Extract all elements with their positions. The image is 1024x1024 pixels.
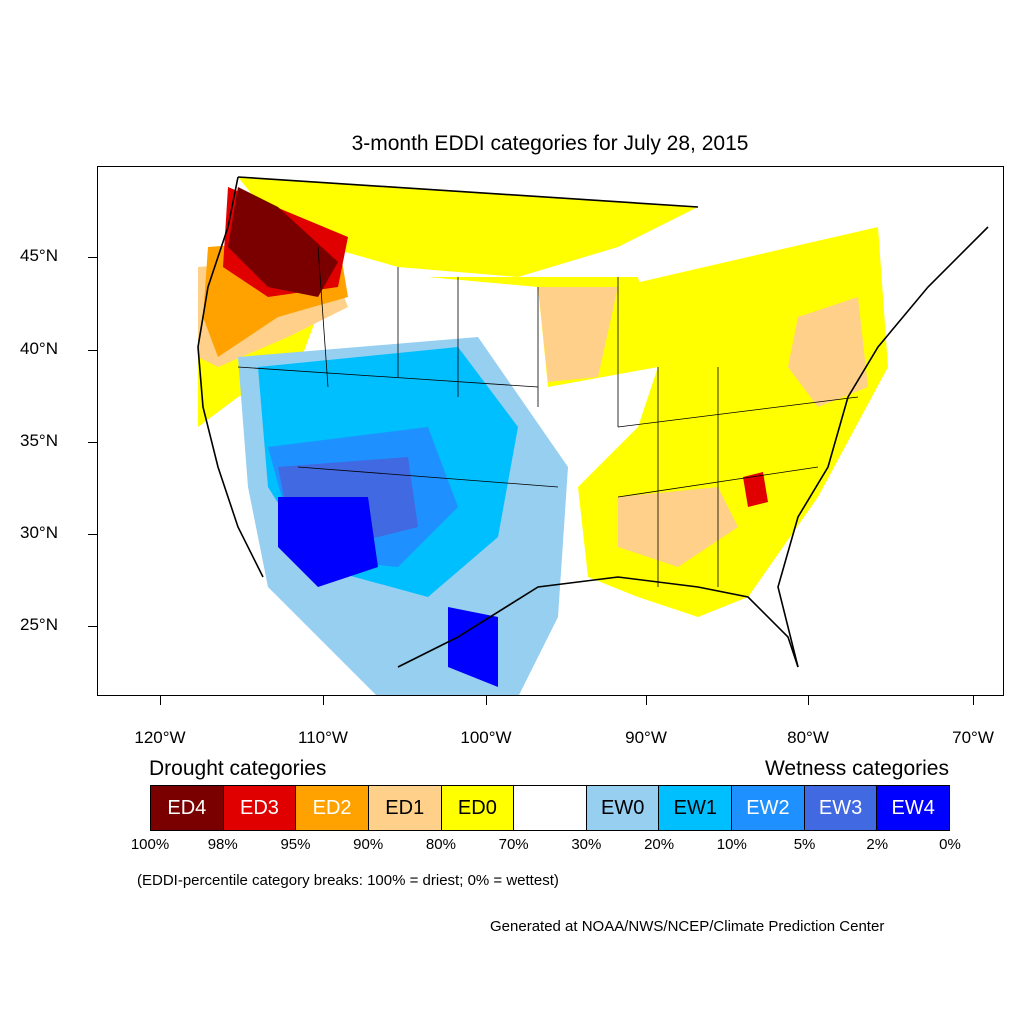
legend-cell-ew4: EW4 [877, 786, 950, 830]
ew4-region-sw [278, 497, 378, 587]
lon-label-70: 70°W [952, 728, 994, 747]
lat-tick [88, 534, 97, 535]
percentile-label: 90% [353, 836, 384, 853]
legend-cell-neutral [514, 786, 587, 830]
legend-cell-ed3: ED3 [223, 786, 297, 830]
lon-label-100: 100°W [460, 728, 512, 747]
lon-label-120: 120°W [134, 728, 186, 747]
ed1-region-iowa [538, 287, 618, 382]
lat-label-40: 40°N [20, 339, 58, 358]
percentile-label: 5% [793, 836, 816, 853]
ed1-region-ne [788, 297, 868, 407]
lat-tick [88, 350, 97, 351]
percentile-label: 10% [716, 836, 747, 853]
lat-tick [88, 442, 97, 443]
percentile-label: 0% [939, 836, 961, 853]
legend-cell-ed0: ED0 [441, 786, 515, 830]
credit-line: Generated at NOAA/NWS/NCEP/Climate Predi… [490, 918, 885, 935]
ew4-region-tx [448, 607, 498, 687]
legend-cell-ew1: EW1 [659, 786, 733, 830]
percentile-label: 98% [207, 836, 238, 853]
lon-tick [486, 696, 487, 705]
canada-border [237, 176, 699, 208]
lat-label-35: 35°N [20, 431, 58, 450]
map-title: 3-month EDDI categories for July 28, 201… [351, 132, 749, 155]
drought-categories-title: Drought categories [149, 757, 327, 780]
lat-tick [88, 257, 97, 258]
ed1-region-south [618, 487, 738, 567]
map-frame [97, 166, 1004, 696]
legend-cell-ew3: EW3 [804, 786, 878, 830]
lon-tick [646, 696, 647, 705]
lon-label-80: 80°W [787, 728, 829, 747]
lon-label-110: 110°W [298, 728, 348, 747]
percentile-label: 80% [425, 836, 456, 853]
lat-label-45: 45°N [20, 246, 58, 265]
lon-tick [973, 696, 974, 705]
ed0-region-north [238, 177, 698, 277]
lat-label-25: 25°N [20, 615, 58, 634]
eddi-map [197, 176, 989, 695]
lon-tick [160, 696, 161, 705]
percentile-label: 2% [866, 836, 889, 853]
percentile-label: 95% [280, 836, 311, 853]
lat-tick [88, 626, 97, 627]
legend-cell-ew2: EW2 [732, 786, 805, 830]
percentile-label: 20% [644, 836, 675, 853]
east-coast [777, 226, 989, 668]
percentile-label: 30% [571, 836, 602, 853]
lat-label-30: 30°N [20, 523, 58, 542]
legend-cell-ew0: EW0 [586, 786, 660, 830]
category-note: (EDDI-percentile category breaks: 100% =… [137, 872, 559, 889]
percentile-label: 100% [130, 836, 170, 853]
state-lines-2 [617, 367, 859, 587]
west-coast [197, 176, 264, 578]
legend-cell-ed4: ED4 [151, 786, 224, 830]
lon-label-90: 90°W [625, 728, 667, 747]
ed4-region-nw [228, 187, 338, 297]
legend-cell-ed1: ED1 [368, 786, 442, 830]
percentile-label: 70% [498, 836, 529, 853]
lon-tick [323, 696, 324, 705]
wetness-categories-title: Wetness categories [764, 757, 949, 780]
lon-tick [808, 696, 809, 705]
legend-colorbar: ED4 ED3 ED2 ED1 ED0 EW0 EW1 EW2 EW3 EW4 [150, 785, 950, 831]
legend-cell-ed2: ED2 [296, 786, 369, 830]
ed3-region-se [743, 472, 768, 507]
state-lines-1 [237, 246, 619, 488]
